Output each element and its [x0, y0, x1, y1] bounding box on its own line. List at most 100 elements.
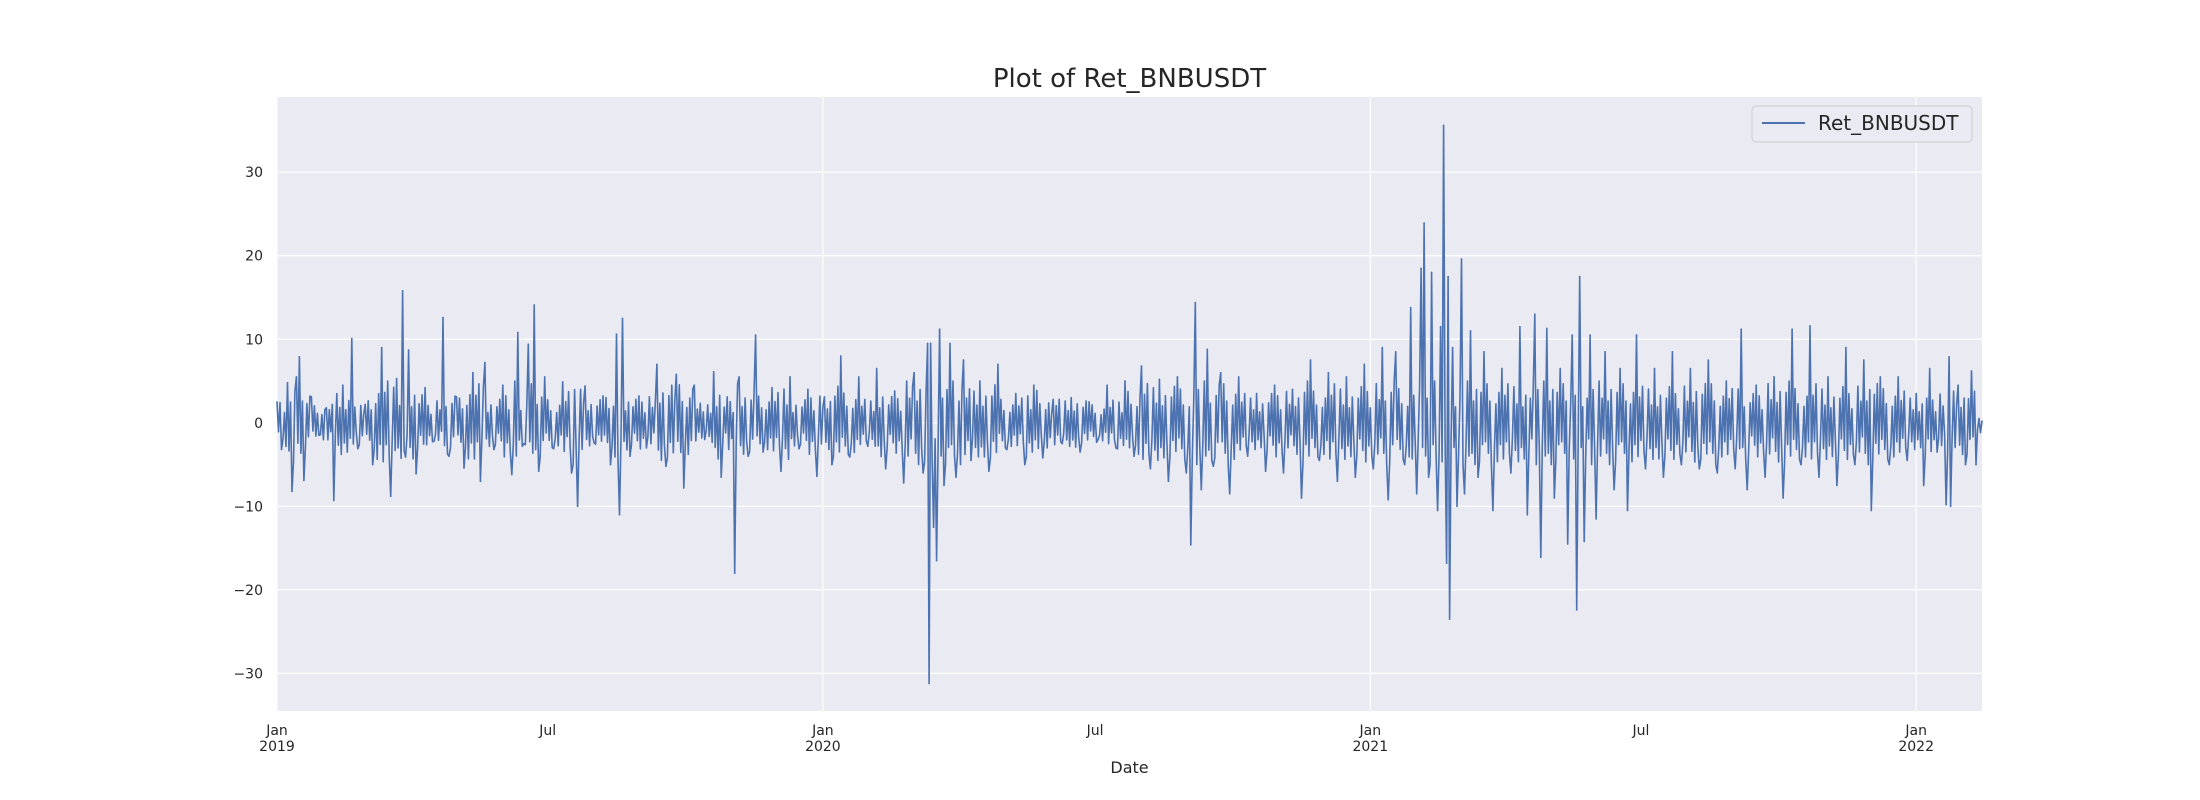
data-point — [1526, 513, 1529, 516]
data-point — [1079, 451, 1081, 453]
data-point — [1336, 480, 1339, 483]
data-point — [979, 380, 981, 382]
data-point — [1291, 388, 1294, 391]
data-point — [404, 456, 407, 458]
data-point — [1176, 376, 1179, 378]
data-point — [333, 499, 335, 502]
data-point — [1583, 540, 1585, 543]
data-point — [1734, 467, 1736, 470]
data-point — [1115, 447, 1117, 449]
y-tick-label: −10 — [233, 499, 263, 515]
data-point — [1662, 476, 1665, 478]
data-point — [929, 342, 932, 345]
y-tick-label: −30 — [233, 666, 263, 682]
x-tick-label: Jan — [811, 723, 834, 739]
data-point — [1716, 472, 1719, 474]
data-point — [712, 371, 715, 373]
data-point — [318, 434, 320, 437]
data-point — [570, 472, 573, 474]
data-point — [1653, 367, 1656, 370]
data-point — [1345, 376, 1348, 378]
data-point — [1559, 367, 1561, 370]
data-point — [1273, 384, 1276, 387]
data-point — [602, 395, 604, 397]
data-point — [1755, 384, 1757, 387]
x-tick-label: Jul — [1086, 723, 1104, 739]
data-point — [493, 448, 495, 451]
data-point — [1363, 363, 1366, 366]
data-point — [1469, 330, 1472, 332]
data-point — [1212, 465, 1215, 468]
data-point — [771, 386, 773, 389]
data-point — [1448, 618, 1451, 620]
data-point — [1782, 497, 1784, 499]
data-point — [395, 377, 398, 380]
data-point — [1818, 476, 1820, 478]
data-point — [609, 463, 612, 466]
data-point — [584, 385, 586, 387]
data-point — [527, 343, 530, 346]
data-point — [1185, 472, 1188, 474]
data-point — [831, 463, 833, 466]
data-point — [645, 447, 648, 449]
data-point — [1219, 371, 1222, 374]
data-point — [1463, 493, 1466, 495]
data-point — [621, 317, 624, 320]
data-point — [1689, 367, 1692, 370]
data-point — [1140, 365, 1143, 367]
data-point — [1381, 346, 1384, 349]
x-tick-year-label: 2022 — [1898, 739, 1934, 755]
data-point — [1255, 392, 1258, 395]
data-point — [928, 682, 930, 685]
data-point — [1635, 334, 1638, 336]
x-tick-year-label: 2020 — [805, 739, 841, 755]
data-point — [537, 470, 540, 473]
series-line-Ret_BNBUSDT — [276, 124, 1983, 685]
data-point — [884, 467, 887, 470]
data-point — [1372, 467, 1375, 470]
data-point — [463, 467, 465, 469]
data-point — [517, 331, 519, 334]
data-point — [943, 484, 945, 487]
data-point — [935, 559, 938, 562]
data-point — [1644, 467, 1647, 470]
x-tick-label: Jul — [538, 723, 556, 739]
data-point — [1460, 258, 1463, 260]
data-point — [1680, 463, 1683, 466]
data-point — [720, 476, 722, 478]
data-point — [1061, 442, 1063, 445]
data-point — [533, 304, 535, 306]
data-point — [997, 363, 999, 366]
data-point — [1430, 271, 1433, 274]
data-point — [1492, 509, 1494, 512]
data-point — [1915, 392, 1917, 395]
data-point — [448, 455, 450, 458]
data-point — [1510, 472, 1512, 474]
data-point — [1948, 356, 1950, 358]
legend: Ret_BNBUSDT — [1751, 105, 1973, 143]
y-tick-label: 30 — [245, 165, 263, 181]
chart-title: Plot of Ret_BNBUSDT — [993, 64, 1266, 94]
x-tick-label: Jul — [1632, 723, 1650, 739]
data-point — [1870, 509, 1873, 512]
data-point — [618, 513, 621, 516]
data-point — [823, 396, 826, 398]
data-point — [1975, 463, 1977, 466]
data-point — [1571, 334, 1573, 336]
x-tick-year-label: 2019 — [259, 739, 295, 755]
legend-box — [1751, 105, 1973, 143]
data-point — [1456, 505, 1458, 508]
data-point — [970, 459, 972, 462]
data-point — [1534, 313, 1536, 316]
data-point — [280, 448, 283, 451]
data-point — [733, 572, 736, 574]
data-point — [816, 475, 818, 478]
data-point — [1442, 124, 1445, 127]
data-point — [364, 403, 367, 406]
data-point — [1206, 348, 1209, 351]
data-point — [962, 359, 965, 361]
y-tick-label: 10 — [245, 332, 263, 348]
y-tick-label: 0 — [254, 416, 263, 432]
